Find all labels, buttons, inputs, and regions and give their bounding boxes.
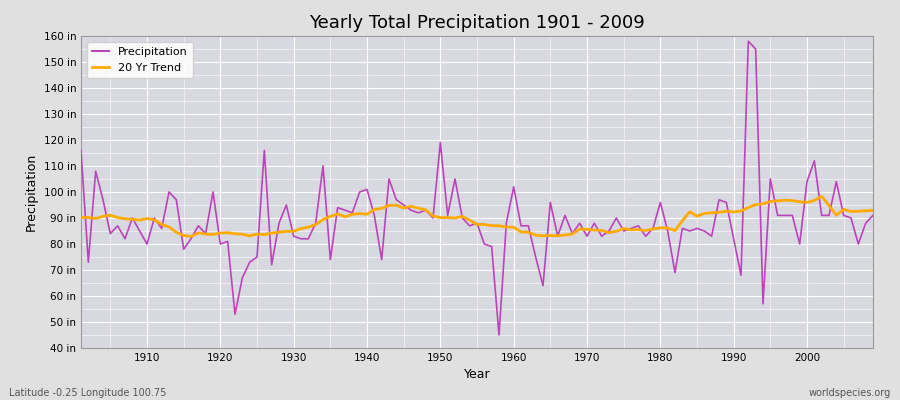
Legend: Precipitation, 20 Yr Trend: Precipitation, 20 Yr Trend [86,42,193,78]
Text: Latitude -0.25 Longitude 100.75: Latitude -0.25 Longitude 100.75 [9,388,166,398]
Text: worldspecies.org: worldspecies.org [809,388,891,398]
Y-axis label: Precipitation: Precipitation [25,153,38,231]
X-axis label: Year: Year [464,368,490,382]
Title: Yearly Total Precipitation 1901 - 2009: Yearly Total Precipitation 1901 - 2009 [309,14,645,32]
